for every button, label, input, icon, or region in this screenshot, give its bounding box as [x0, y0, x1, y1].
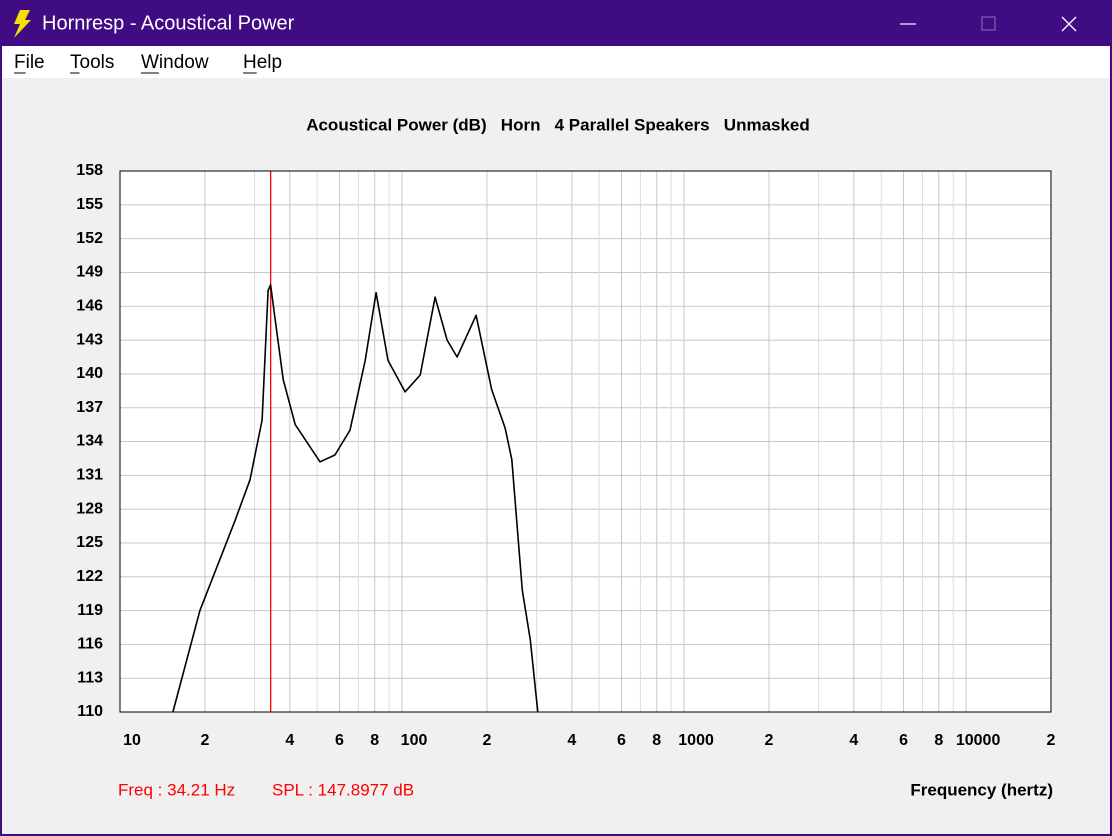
freq-readout: Freq : 34.21 Hz — [118, 780, 235, 799]
y-tick-label: 149 — [76, 264, 103, 281]
y-tick-label: 128 — [76, 500, 103, 517]
x-tick-label: 6 — [899, 732, 908, 749]
y-tick-label: 155 — [76, 196, 103, 213]
x-tick-label: 2 — [765, 732, 774, 749]
y-tick-label: 140 — [76, 365, 103, 382]
y-tick-label: 158 — [76, 162, 103, 179]
x-tick-label: 4 — [285, 732, 294, 749]
menu-item[interactable]: Help — [243, 52, 282, 73]
y-tick-label: 122 — [76, 568, 103, 585]
x-tick-label: 100 — [401, 732, 428, 749]
x-tick-label: 2 — [200, 732, 209, 749]
plot-border — [119, 170, 1052, 713]
maximize-button[interactable] — [981, 16, 996, 31]
chart-title: Acoustical Power (dB) Horn 4 Parallel Sp… — [306, 115, 810, 134]
x-tick-label: 4 — [567, 732, 576, 749]
menu-item[interactable]: Window — [141, 52, 209, 73]
app-icon — [14, 10, 31, 38]
data-line — [172, 284, 539, 713]
x-tick-label: 10 — [123, 732, 141, 749]
x-tick-label: 8 — [652, 732, 661, 749]
menu-item[interactable]: Tools — [70, 52, 114, 73]
y-tick-label: 119 — [77, 602, 103, 619]
y-tick-label: 113 — [77, 669, 103, 686]
y-tick-label: 116 — [77, 636, 103, 653]
y-tick-label: 143 — [76, 331, 103, 348]
y-tick-label: 134 — [76, 433, 103, 450]
x-tick-label: 6 — [617, 732, 626, 749]
x-tick-label: 2 — [482, 732, 491, 749]
y-tick-label: 152 — [76, 230, 103, 247]
window-title: Hornresp - Acoustical Power — [42, 12, 295, 34]
x-tick-label: 8 — [934, 732, 943, 749]
x-tick-label: 2 — [1047, 732, 1056, 749]
close-button[interactable] — [1061, 16, 1077, 32]
y-tick-label: 125 — [76, 534, 103, 551]
y-tick-label: 146 — [76, 297, 103, 314]
menu-item[interactable]: File — [14, 52, 45, 73]
spl-readout: SPL : 147.8977 dB — [272, 780, 414, 799]
x-tick-label: 8 — [370, 732, 379, 749]
x-tick-label: 4 — [849, 732, 858, 749]
x-tick-label: 1000 — [678, 732, 714, 749]
y-tick-label: 137 — [76, 399, 103, 416]
x-axis-label: Frequency (hertz) — [910, 780, 1053, 799]
x-tick-label: 10000 — [956, 732, 1001, 749]
y-tick-label: 131 — [76, 467, 103, 484]
y-tick-label: 110 — [77, 703, 103, 720]
menu-bar — [2, 46, 1110, 78]
x-tick-label: 6 — [335, 732, 344, 749]
